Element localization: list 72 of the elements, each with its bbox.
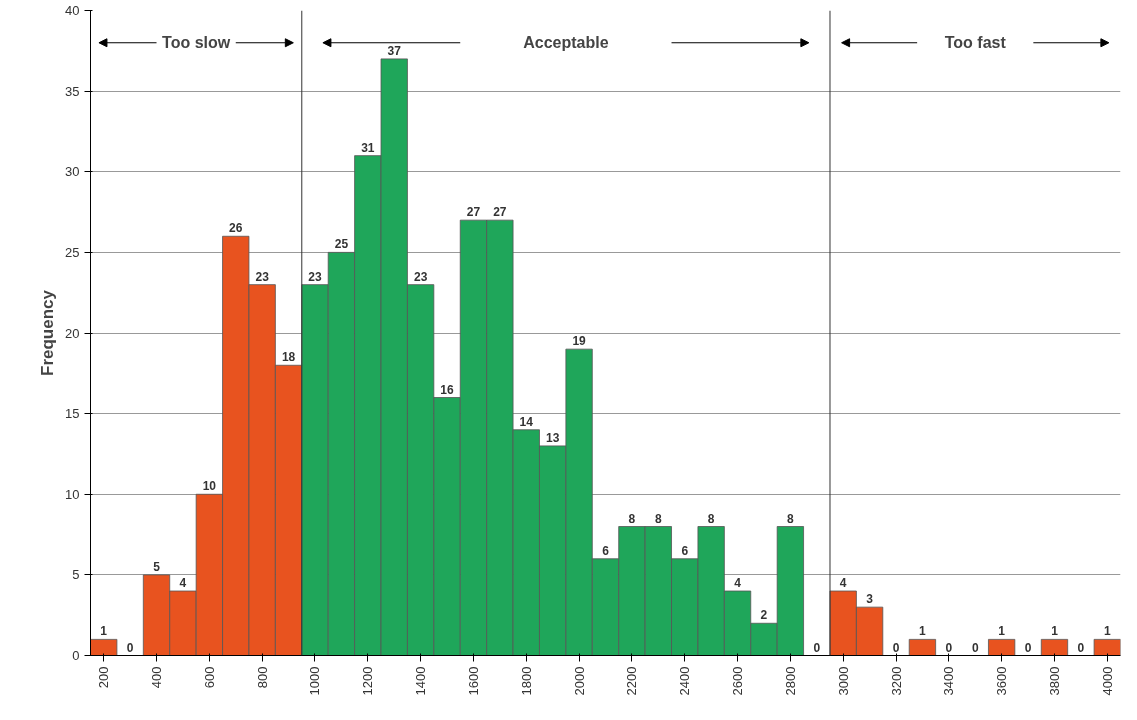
y-tick-label: 10	[65, 486, 80, 502]
data-label: 6	[602, 543, 610, 558]
x-tick-label: 1800	[518, 666, 534, 696]
x-tick-label: 2600	[730, 666, 746, 696]
data-label: 5	[153, 559, 161, 574]
data-label: 26	[229, 221, 243, 236]
data-label: 16	[440, 382, 455, 397]
data-label: 8	[787, 511, 795, 526]
data-label: 1	[100, 624, 108, 639]
data-label: 0	[813, 640, 821, 655]
y-tick-label: 40	[65, 3, 80, 18]
y-tick-label: 20	[65, 325, 80, 341]
x-tick-label: 600	[201, 666, 217, 689]
data-label: 10	[202, 479, 217, 494]
data-label: 1	[919, 624, 927, 639]
x-tick-label: 3400	[941, 666, 957, 696]
x-tick-label: 2200	[624, 666, 640, 696]
data-label: 0	[1024, 640, 1032, 655]
annotation: Acceptable	[523, 34, 609, 52]
data-label: 0	[945, 640, 953, 655]
data-label: 0	[892, 640, 900, 655]
x-tick-label: 4000	[1099, 666, 1115, 696]
data-label: 19	[572, 334, 587, 349]
x-tick-label: 3200	[888, 666, 904, 696]
data-label: 27	[493, 205, 507, 220]
y-tick-label: 5	[72, 567, 80, 583]
annotation: Too fast	[944, 34, 1007, 52]
data-label: 6	[681, 543, 689, 558]
data-label: 2	[760, 608, 768, 623]
x-tick-label: 2400	[677, 666, 693, 696]
y-axis-title: Frequency	[38, 289, 58, 376]
data-label: 0	[971, 640, 979, 655]
y-tick-label: 35	[65, 83, 80, 99]
x-tick-label: 3000	[835, 666, 851, 696]
data-label: 25	[334, 237, 349, 252]
x-tick-label: 800	[254, 666, 270, 689]
y-tick-label: 15	[65, 406, 80, 422]
data-label: 4	[839, 576, 847, 590]
y-tick-label: 0	[72, 648, 80, 663]
x-tick-label: 2000	[571, 666, 587, 696]
data-label: 4	[734, 576, 742, 590]
data-label: 27	[466, 205, 481, 220]
data-label: 8	[654, 511, 662, 526]
x-tick-label: 1200	[360, 666, 376, 696]
data-label: 18	[281, 350, 296, 365]
data-label: 23	[255, 269, 270, 284]
x-tick-label: 3600	[994, 666, 1010, 696]
data-label: 23	[413, 269, 428, 284]
data-label: 0	[126, 640, 134, 655]
data-label: 0	[1077, 640, 1085, 655]
x-tick-label: 1600	[465, 666, 481, 696]
data-label: 23	[308, 269, 322, 284]
data-label: 1	[998, 624, 1006, 639]
data-label: 1	[1103, 624, 1111, 639]
data-label: 1	[1051, 624, 1059, 639]
x-tick-label: 400	[149, 666, 165, 689]
data-label: 14	[519, 414, 534, 429]
data-label: 4	[179, 576, 187, 590]
data-label: 37	[387, 43, 402, 58]
x-tick-label: 200	[96, 666, 112, 689]
data-label: 8	[707, 511, 715, 526]
data-label: 31	[361, 140, 375, 155]
x-tick-label: 1400	[413, 666, 429, 696]
x-tick-label: 3800	[1046, 666, 1062, 696]
y-tick-label: 30	[65, 164, 80, 180]
annotation: Too slow	[162, 34, 231, 52]
x-tick-label: 2800	[782, 666, 798, 696]
data-label: 13	[546, 430, 560, 445]
y-tick-label: 25	[65, 244, 80, 260]
x-tick-label: 1000	[307, 666, 323, 696]
data-label: 8	[628, 511, 636, 526]
data-label: 3	[866, 592, 874, 607]
